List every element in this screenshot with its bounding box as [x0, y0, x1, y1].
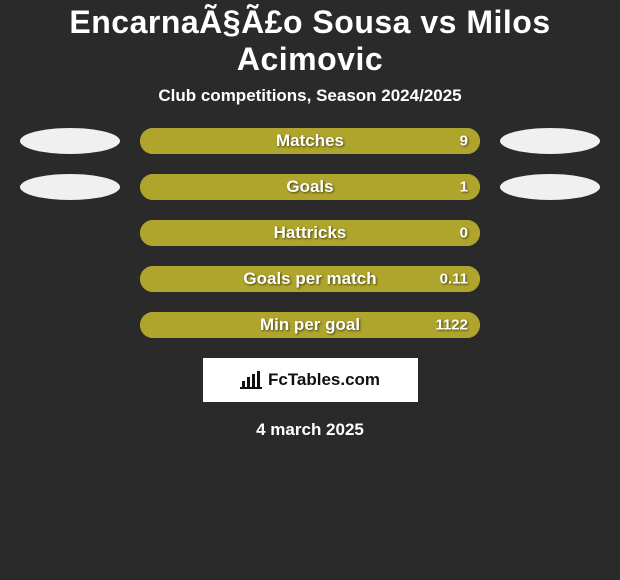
stat-value: 9	[460, 133, 468, 150]
player-marker-left	[20, 174, 120, 200]
date-label: 4 march 2025	[0, 420, 620, 440]
spacer	[500, 312, 600, 338]
spacer	[20, 312, 120, 338]
stat-value: 0	[460, 225, 468, 242]
stat-value: 1	[460, 179, 468, 196]
stat-value: 1122	[435, 317, 468, 334]
comparison-infographic: EncarnaÃ§Ã£o Sousa vs Milos Acimovic Clu…	[0, 0, 620, 580]
brand-badge: FcTables.com	[203, 358, 418, 402]
stat-label: Goals	[140, 177, 480, 197]
spacer	[20, 220, 120, 246]
stat-row: Goals per match0.11	[0, 266, 620, 292]
stat-label: Min per goal	[140, 315, 480, 335]
player-marker-right	[500, 174, 600, 200]
stat-bar: Min per goal1122	[140, 312, 480, 338]
stat-row: Min per goal1122	[0, 312, 620, 338]
spacer	[500, 220, 600, 246]
stat-bar: Hattricks0	[140, 220, 480, 246]
stat-label: Hattricks	[140, 223, 480, 243]
stat-bar: Goals1	[140, 174, 480, 200]
stat-label: Matches	[140, 131, 480, 151]
player-marker-left	[20, 128, 120, 154]
bar-chart-icon	[240, 371, 262, 389]
player-marker-right	[500, 128, 600, 154]
stat-value: 0.11	[440, 271, 468, 288]
stat-rows: Matches9Goals1Hattricks0Goals per match0…	[0, 128, 620, 338]
spacer	[500, 266, 600, 292]
stat-row: Goals1	[0, 174, 620, 200]
stat-row: Matches9	[0, 128, 620, 154]
stat-label: Goals per match	[140, 269, 480, 289]
stat-row: Hattricks0	[0, 220, 620, 246]
stat-bar: Goals per match0.11	[140, 266, 480, 292]
spacer	[20, 266, 120, 292]
stat-bar: Matches9	[140, 128, 480, 154]
subtitle: Club competitions, Season 2024/2025	[0, 86, 620, 106]
page-title: EncarnaÃ§Ã£o Sousa vs Milos Acimovic	[0, 4, 620, 78]
brand-text: FcTables.com	[268, 370, 380, 390]
